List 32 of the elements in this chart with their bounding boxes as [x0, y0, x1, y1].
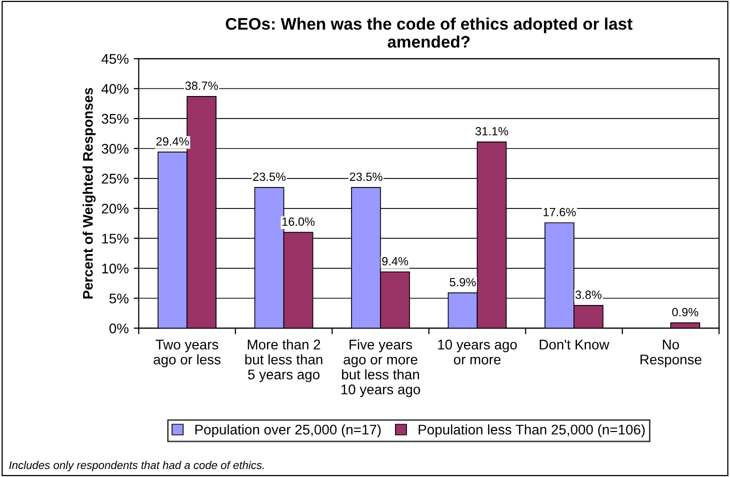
y-tick-label: 15%	[102, 234, 128, 244]
x-tick-label: Five years ago or more but less than 10 years ago	[341, 339, 420, 398]
x-tick-label: Don't Know	[540, 340, 610, 350]
y-tick-label: 40%	[102, 84, 128, 94]
data-label: 16.0%	[282, 217, 315, 226]
data-label: 17.6%	[544, 208, 576, 216]
data-label: 23.5%	[350, 172, 382, 181]
data-label: 9.4%	[382, 257, 408, 266]
data-label: 29.4%	[156, 137, 189, 146]
data-label: 0.9%	[672, 308, 698, 316]
y-tick-label: 10%	[102, 264, 128, 274]
text: Includes only respondents that had a code of ethics.	[9, 460, 264, 472]
x-tick-label: More than 2 but less than 5 years ago	[245, 339, 322, 382]
legend-label: Population less Than 25,000 (n=106)	[418, 424, 645, 438]
x-tick-label: No Response	[640, 340, 702, 368]
y-tick-label: 35%	[102, 114, 128, 124]
x-tick-label: Two years ago or less	[154, 340, 221, 368]
y-tick-label: 30%	[102, 144, 128, 154]
y-tick-label: 25%	[102, 174, 128, 184]
data-label: 38.7%	[185, 82, 218, 90]
legend-label: Population over 25,000 (n=17)	[195, 424, 381, 438]
y-tick-label: 5%	[109, 294, 128, 304]
data-label: 3.8%	[575, 290, 602, 299]
y-axis-title: Percent of Weighted Responses	[82, 88, 96, 298]
data-label: 31.1%	[475, 127, 508, 136]
data-label: 23.5%	[253, 172, 286, 181]
y-tick-label: 0%	[109, 324, 128, 334]
x-tick-label: 10 years ago or more	[438, 340, 517, 364]
y-tick-label: 45%	[102, 54, 128, 64]
data-label: 5.9%	[450, 278, 476, 286]
chart-title: CEOs: When was the code of ethics adopted or last amended?	[226, 18, 632, 48]
y-tick-label: 20%	[102, 204, 128, 214]
